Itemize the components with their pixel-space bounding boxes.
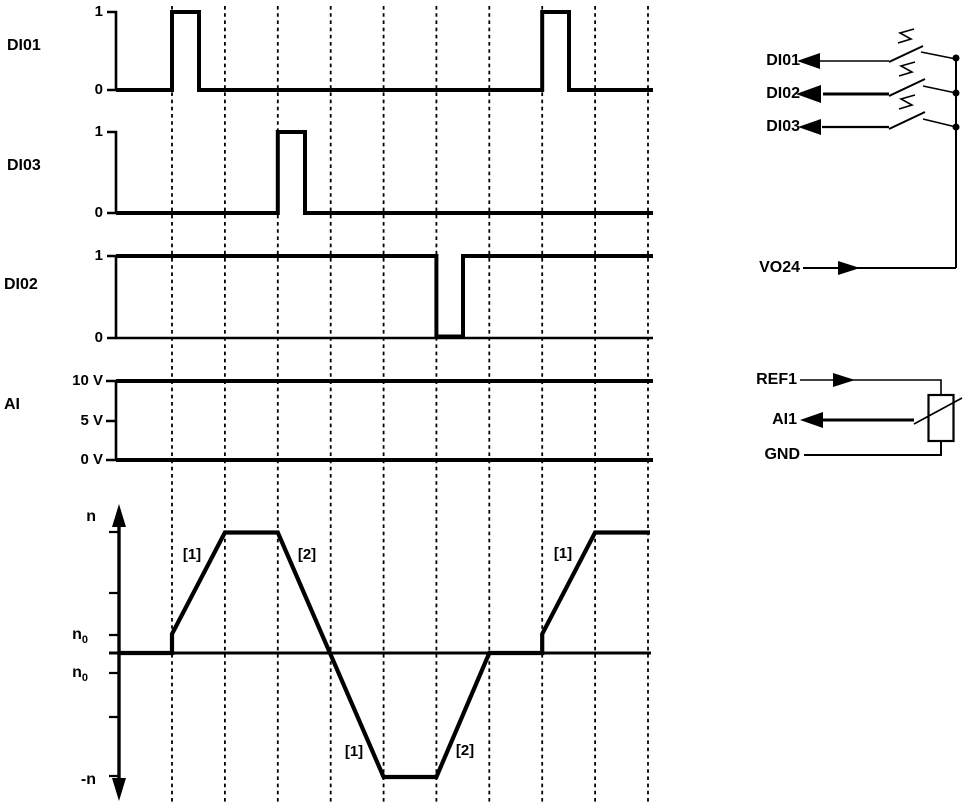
- di02-row-label: DI02: [4, 276, 38, 293]
- potentiometer-wiper: [913, 397, 963, 425]
- di02-arrow-left-icon: [796, 85, 821, 103]
- wiring-ai1-label: AI1: [772, 411, 797, 428]
- junction-dot: [952, 54, 960, 62]
- di01-row-label: DI01: [7, 37, 41, 54]
- ramp-label-accel-2: [1]: [553, 545, 573, 562]
- ramp-label-accel-1: [1]: [182, 546, 202, 563]
- speed-n0-upper-label: n0: [72, 626, 88, 647]
- di03-scale-low: 0: [94, 204, 103, 221]
- speed-max-label: n: [86, 508, 96, 525]
- di01-axis: [107, 10, 118, 92]
- ai1-arrow-left-icon: [800, 412, 823, 428]
- di03-arrow-left-icon: [798, 119, 821, 135]
- subscript: 0: [81, 634, 88, 647]
- wiring-di03-label: DI03: [766, 118, 800, 135]
- wiring-di02-label: DI02: [766, 85, 800, 102]
- ref1-arrow-right-icon: [833, 373, 855, 387]
- di03-switch-spring-icon: [898, 94, 916, 110]
- di02-switch-lever: [888, 78, 926, 97]
- axis-arrow-up-icon: [112, 504, 126, 527]
- junction-dot: [952, 123, 960, 131]
- di03-scale-high: 1: [94, 123, 103, 140]
- ai-scale-0v: 0 V: [80, 451, 103, 468]
- di02-scale-high: 1: [94, 247, 103, 264]
- ai-chart: [106, 379, 653, 462]
- ai-axis: [106, 379, 118, 462]
- di02-switch-spring-icon: [898, 61, 916, 77]
- di03-switch-lever: [888, 111, 926, 130]
- analog-input-wiring: [800, 373, 963, 456]
- speed-axis-ticks: [109, 530, 119, 778]
- di02-switch-stub: [922, 85, 957, 94]
- ai-row-label: AI: [4, 396, 20, 413]
- wiring-vo24-label: VO24: [759, 259, 800, 276]
- di03-axis: [107, 130, 118, 215]
- speed-neg-max-label: -n: [80, 771, 96, 788]
- ramp-label-decel-1: [2]: [297, 546, 317, 563]
- wiring-ref1-label: REF1: [756, 371, 797, 388]
- di03-switch-stub: [922, 118, 957, 128]
- di02-trace: [116, 254, 653, 339]
- di01-scale-low: 0: [94, 81, 103, 98]
- di02-axis: [107, 254, 118, 340]
- di01-trace: [116, 10, 653, 92]
- time-gridlines: [171, 6, 649, 802]
- wiring-gnd-label: GND: [764, 446, 800, 463]
- di03-trace: [116, 130, 653, 215]
- junction-dot: [952, 89, 960, 97]
- ramp-label-accel-rev: [1]: [344, 743, 364, 760]
- axis-arrow-down-icon: [112, 778, 126, 801]
- di03-chart: [107, 130, 653, 215]
- di01-arrow-left-icon: [797, 53, 820, 69]
- di03-row-label: DI03: [7, 157, 41, 174]
- potentiometer-body: [927, 393, 955, 443]
- ai-scale-10v: 10 V: [72, 372, 103, 389]
- speed-chart: [109, 504, 651, 801]
- di01-switch-lever: [888, 45, 924, 63]
- di02-scale-low: 0: [94, 329, 103, 346]
- di01-chart: [107, 10, 653, 92]
- vo24-arrow-right-icon: [838, 261, 860, 275]
- subscript: 0: [81, 672, 88, 685]
- wiring-di01-label: DI01: [766, 52, 800, 69]
- di01-switch-spring-icon: [897, 28, 915, 44]
- di01-scale-high: 1: [94, 3, 103, 20]
- ai-scale-5v: 5 V: [80, 412, 103, 429]
- di01-switch-stub: [920, 51, 957, 60]
- gnd-wire: [804, 441, 942, 456]
- di02-chart: [107, 254, 653, 340]
- speed-n0-lower-label: n0: [72, 664, 88, 685]
- speed-trace: [119, 530, 650, 780]
- digital-input-wiring: [796, 28, 960, 275]
- ramp-label-decel-rev: [2]: [455, 742, 475, 759]
- ref1-wire: [800, 379, 942, 395]
